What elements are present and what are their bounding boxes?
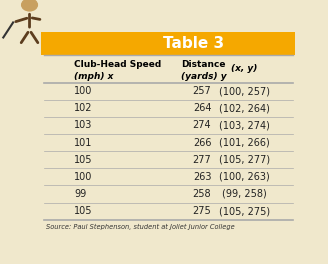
- Text: 100: 100: [74, 172, 92, 182]
- Text: Table 3: Table 3: [163, 36, 224, 51]
- Text: 257: 257: [193, 86, 211, 96]
- Text: Distance: Distance: [181, 60, 225, 69]
- Text: 277: 277: [193, 155, 211, 165]
- Text: 264: 264: [193, 103, 211, 113]
- Text: 258: 258: [193, 189, 211, 199]
- FancyArrowPatch shape: [31, 32, 38, 43]
- Text: 266: 266: [193, 138, 211, 148]
- Text: (105, 277): (105, 277): [219, 155, 270, 165]
- FancyArrowPatch shape: [21, 32, 28, 43]
- Text: (100, 257): (100, 257): [219, 86, 270, 96]
- Text: 275: 275: [193, 206, 211, 216]
- Text: (x, y): (x, y): [231, 64, 257, 73]
- Text: 99: 99: [74, 189, 86, 199]
- Text: (102, 264): (102, 264): [219, 103, 270, 113]
- Text: (105, 275): (105, 275): [219, 206, 270, 216]
- Text: 274: 274: [193, 120, 211, 130]
- Text: Source: Paul Stephenson, student at Joliet Junior College: Source: Paul Stephenson, student at Joli…: [46, 224, 235, 230]
- Text: 101: 101: [74, 138, 92, 148]
- FancyArrowPatch shape: [32, 18, 40, 20]
- Circle shape: [22, 0, 37, 11]
- Text: 105: 105: [74, 155, 92, 165]
- FancyBboxPatch shape: [41, 32, 295, 55]
- Text: 105: 105: [74, 206, 92, 216]
- FancyArrowPatch shape: [16, 18, 27, 22]
- Text: (99, 258): (99, 258): [222, 189, 267, 199]
- Text: (103, 274): (103, 274): [219, 120, 270, 130]
- Text: 102: 102: [74, 103, 92, 113]
- Text: 103: 103: [74, 120, 92, 130]
- Text: (100, 263): (100, 263): [219, 172, 270, 182]
- Text: 263: 263: [193, 172, 211, 182]
- Text: Club-Head Speed: Club-Head Speed: [74, 60, 161, 69]
- Text: 100: 100: [74, 86, 92, 96]
- Text: (yards) y: (yards) y: [181, 72, 226, 81]
- Text: (mph) x: (mph) x: [74, 72, 113, 81]
- Text: (101, 266): (101, 266): [219, 138, 270, 148]
